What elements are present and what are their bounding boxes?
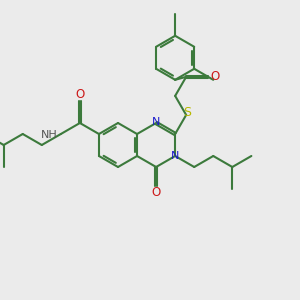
Text: O: O <box>152 186 161 199</box>
Text: O: O <box>211 70 220 83</box>
Text: N: N <box>171 151 179 161</box>
Text: N: N <box>152 117 160 127</box>
Text: S: S <box>183 106 191 119</box>
Text: NH: NH <box>41 130 58 140</box>
Text: O: O <box>75 88 85 100</box>
